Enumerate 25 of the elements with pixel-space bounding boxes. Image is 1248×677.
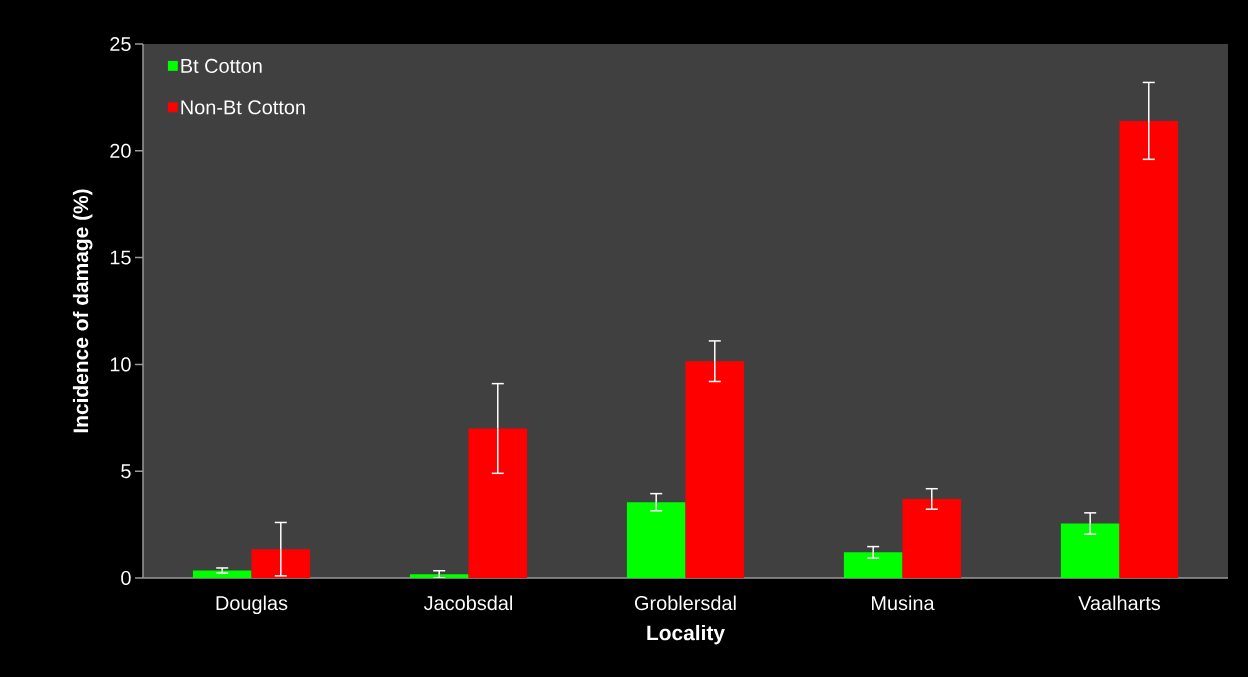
legend-label: Non-Bt Cotton — [181, 100, 305, 115]
x-tick-label: Groblersdal — [634, 595, 736, 611]
y-tick-label: 5 — [121, 464, 131, 479]
bar — [685, 361, 745, 578]
y-tick-label: 15 — [110, 250, 131, 265]
y-tick-label: 10 — [110, 357, 131, 372]
bar — [1119, 120, 1179, 578]
bar — [409, 574, 469, 578]
y-tick-label: 20 — [110, 143, 131, 158]
x-tick-label: Jacobsdal — [423, 595, 512, 611]
bar — [251, 549, 311, 578]
bar — [902, 498, 962, 578]
bar — [1060, 523, 1120, 578]
bar — [192, 570, 252, 578]
x-tick-label: Musina — [872, 595, 935, 611]
x-axis-title: Locality — [647, 624, 725, 645]
x-tick-label: Douglas — [216, 595, 288, 615]
bar — [468, 428, 528, 578]
bar — [843, 552, 903, 578]
x-tick-label: Vaalharts — [1078, 595, 1161, 611]
bar — [626, 502, 686, 578]
legend-label: Bt Cotton — [181, 58, 262, 73]
y-tick-label: 0 — [121, 570, 131, 586]
y-axis-title: Incidence of damage (%) — [72, 189, 93, 433]
y-tick-label: 25 — [110, 36, 131, 52]
